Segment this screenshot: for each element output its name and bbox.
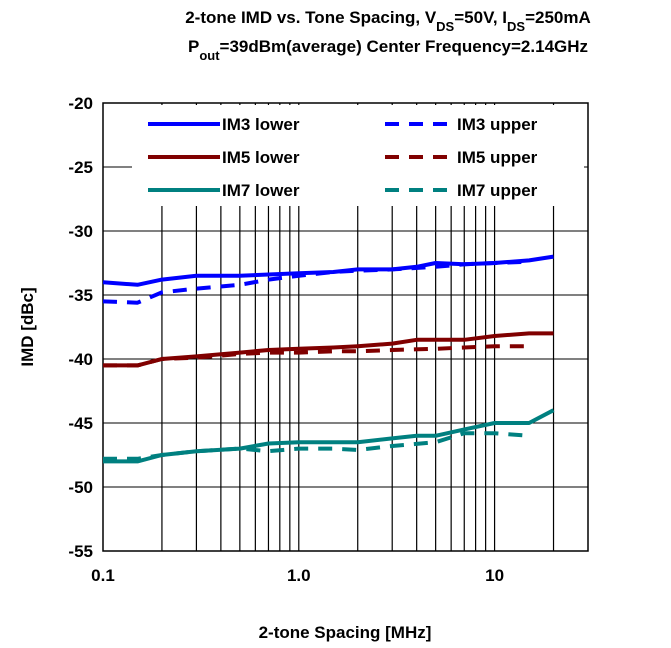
y-tick-label: -30 <box>68 222 93 241</box>
y-tick-label: -35 <box>68 286 93 305</box>
axis-ticks: -55 -50 -45 -40 -35 -30 -25 -20 0.1 1.0 10 <box>68 94 504 585</box>
y-tick-label: -25 <box>68 158 93 177</box>
y-tick-label: -40 <box>68 350 93 369</box>
y-tick-label: -50 <box>68 478 93 497</box>
legend-label: IM3 upper <box>457 115 538 134</box>
y-tick-label: -55 <box>68 542 93 561</box>
x-axis-label: 2-tone Spacing [MHz] <box>259 623 432 642</box>
x-tick-label: 0.1 <box>91 566 115 585</box>
legend-label: IM7 lower <box>222 181 300 200</box>
y-tick-label: -20 <box>68 94 93 113</box>
y-tick-label: -45 <box>68 414 93 433</box>
legend: IM3 lower IM3 upper IM5 lower IM5 upper IM7 … <box>148 115 538 200</box>
x-tick-label: 1.0 <box>287 566 311 585</box>
chart-title-line-1: 2-tone IMD vs. Tone Spacing, VDS=50V, ID… <box>185 8 591 34</box>
series-line-im3-upper <box>102 259 530 305</box>
legend-label: IM7 upper <box>457 181 538 200</box>
legend-label: IM5 lower <box>222 148 300 167</box>
series-lines <box>102 254 555 464</box>
legend-label: IM3 lower <box>222 115 300 134</box>
chart-title-line-2: Pout=39dBm(average) Center Frequency=2.1… <box>188 37 588 63</box>
legend-label: IM5 upper <box>457 148 538 167</box>
y-axis-label: IMD [dBc] <box>18 287 37 366</box>
x-tick-label: 10 <box>485 566 504 585</box>
